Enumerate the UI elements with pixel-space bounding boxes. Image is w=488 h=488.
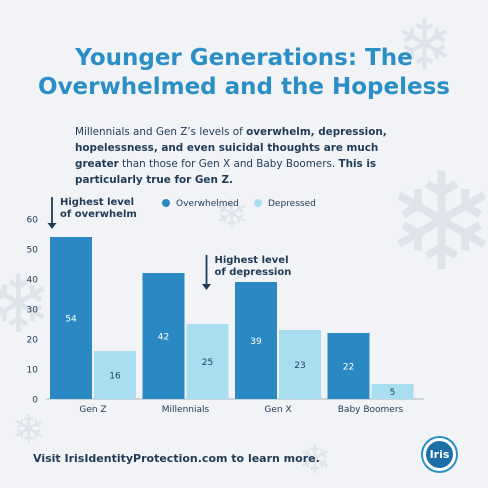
- bar-overwhelmed: [327, 333, 370, 399]
- data-label: 39: [250, 337, 262, 347]
- intro-text: Millennials and Gen Z’s levels of: [75, 126, 247, 138]
- annotation-text: Highest level: [215, 255, 289, 266]
- data-label: 54: [65, 315, 77, 325]
- snowflake-decoration-icon: ❄: [215, 192, 249, 238]
- data-label: 25: [202, 358, 213, 368]
- x-tick-label: Millennials: [162, 405, 210, 415]
- bar-depressed: [371, 384, 414, 399]
- title-line: Younger Generations: The: [75, 45, 413, 71]
- y-tick-label: 40: [27, 276, 39, 286]
- footer-cta[interactable]: Visit IrisIdentityProtection.com to lear…: [33, 452, 320, 465]
- intro-emphasis: This is particularly true for Gen Z.: [75, 158, 377, 186]
- snowflake-decoration-icon: ❄: [12, 407, 46, 453]
- y-tick-label: 30: [27, 306, 39, 316]
- legend-swatch-depressed: [254, 199, 262, 207]
- x-tick-label: Gen X: [264, 405, 291, 415]
- bar-overwhelmed: [142, 273, 185, 399]
- bar-depressed: [94, 351, 136, 399]
- intro-paragraph: Millennials and Gen Z’s levels of overwh…: [75, 124, 420, 188]
- annotation-text: of overwhelm: [60, 209, 137, 220]
- data-label: 42: [158, 333, 169, 343]
- snowflake-decoration-icon: ❄: [385, 144, 488, 301]
- snowflake-decoration-icon: ❄: [395, 4, 454, 86]
- y-tick-label: 60: [27, 216, 39, 226]
- y-tick-label: 20: [27, 336, 39, 346]
- data-label: 23: [294, 361, 305, 371]
- y-tick-label: 10: [27, 366, 39, 376]
- legend-label: Overwhelmed: [176, 199, 239, 209]
- iris-logo: Iris: [421, 436, 458, 473]
- y-tick-label: 50: [27, 246, 39, 256]
- intro-emphasis: overwhelm, depression, hopelessness, and…: [75, 126, 387, 170]
- snowflake-decoration-icon: ❄: [298, 437, 332, 483]
- page-title: Younger Generations: The Overwhelmed and…: [0, 44, 488, 102]
- annotation-text: of depression: [215, 267, 292, 278]
- data-label: 22: [343, 363, 354, 373]
- bar-depressed: [279, 330, 321, 399]
- x-tick-label: Baby Boomers: [338, 405, 404, 415]
- bar-overwhelmed: [235, 282, 277, 399]
- annotation-arrow-head: [202, 284, 211, 290]
- data-label: 5: [390, 388, 396, 398]
- iris-logo-text: Iris: [426, 441, 453, 468]
- title-line: Overwhelmed and the Hopeless: [38, 74, 450, 100]
- bar-overwhelmed: [50, 237, 92, 399]
- legend-swatch-overwhelmed: [162, 199, 170, 207]
- x-tick-label: Gen Z: [79, 405, 106, 415]
- annotation-arrow-head: [47, 223, 57, 229]
- snowflake-decoration-icon: ❄: [0, 258, 53, 351]
- data-label: 16: [109, 372, 121, 382]
- bar-depressed: [186, 324, 229, 399]
- legend-label: Depressed: [268, 199, 316, 209]
- annotation-text: Highest level: [60, 197, 134, 208]
- y-tick-label: 0: [32, 396, 38, 406]
- intro-text: than those for Gen X and Baby Boomers.: [118, 158, 339, 170]
